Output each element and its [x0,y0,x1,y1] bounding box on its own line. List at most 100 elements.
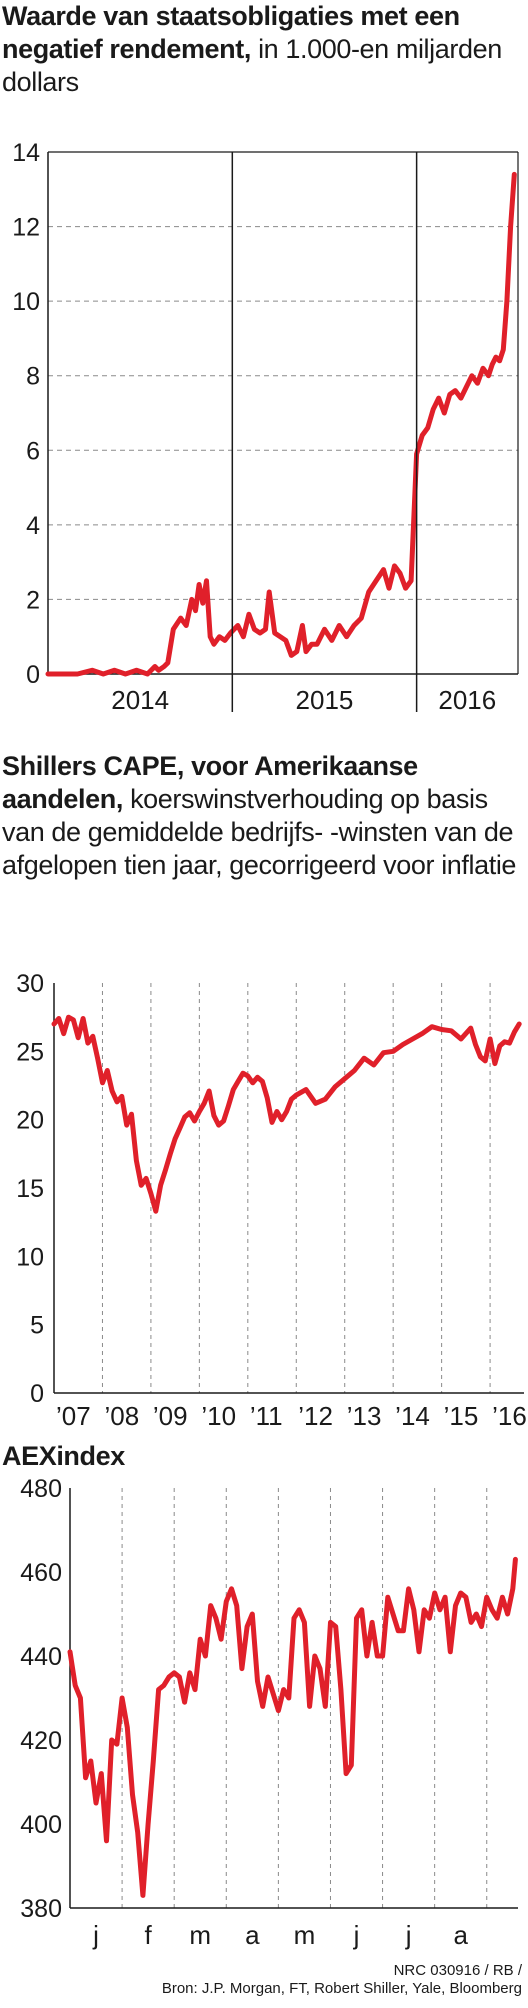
chart-2-data-point [203,1102,206,1105]
chart-1-data-point [353,624,355,627]
chart-2-data-point [154,1210,157,1213]
chart-3-title: AEXindex [2,1440,526,1473]
chart-2-data-point [77,1036,80,1039]
chart-3-data-point [84,1776,87,1779]
chart-2-data-point [116,1101,118,1103]
chart-3-data-point [334,1625,337,1628]
chart-3-data-point [256,1680,259,1683]
chart-2-data-point [150,1192,152,1195]
chart-3-data-point [371,1621,374,1624]
chart-2-x-tick-label: ’08 [104,1401,139,1431]
chart-3-data-point [501,1596,504,1599]
chart-1-title-bold: Waarde van staatsobligaties met een nega… [2,1,460,64]
chart-1-data-point [399,572,401,575]
chart-2-y-tick-label: 20 [16,1107,44,1135]
chart-1-data-point [218,635,221,638]
chart-2-data-point [72,1019,75,1021]
chart-1-data-point [305,650,307,653]
chart-1-data-point [491,363,494,366]
chart-3-data-point [136,1831,139,1834]
chart-3-y-tick-label: 400 [20,1811,62,1839]
chart-1-data-point [102,673,105,675]
chart-3-data-point [272,1692,275,1695]
chart-3-data-point [152,1760,155,1762]
chart-2-data-point [343,1077,346,1080]
chart-3-data-point [261,1705,264,1708]
chart-2-data-point [96,1057,99,1060]
chart-1-y-tick-label: 0 [26,661,40,689]
chart-2-y-tick-label: 5 [30,1312,44,1340]
chart-2-data-point [193,1120,196,1122]
chart-2-data-point [295,1094,298,1096]
chart-2-data-point [159,1184,162,1187]
chart-3-data-point [423,1608,426,1611]
chart-3-data-point [267,1676,269,1678]
chart-2-data-point [503,1040,506,1043]
chart-3-data-point [293,1617,295,1620]
chart-3-x-tick-label: m [189,1920,211,1950]
chart-2-data-point [101,1081,104,1084]
chart-3-title-bold: AEXindex [2,1441,125,1471]
chart-1-data-point [465,386,468,388]
chart-1-data-point [157,669,160,672]
chart-3-data-point [298,1608,301,1611]
chart-2-x-tick-label: ’07 [56,1401,91,1431]
chart-3-data-point [235,1604,238,1607]
chart-3-data-point [69,1650,71,1653]
chart-1-data-point [190,598,193,601]
chart-2-x-tick-label: ’10 [201,1401,236,1431]
chart-2-data-point [280,1118,283,1121]
chart-2-data-point [256,1076,259,1079]
chart-1-data-point [76,673,79,675]
chart-3-data-point [162,1684,165,1687]
chart-2-data-point [251,1081,254,1084]
chart-1-data-point [494,356,497,358]
chart-2-data-point [469,1027,472,1029]
chart-3-data-point [355,1617,358,1620]
chart-1-data-point [154,665,156,668]
chart-3-data-point [386,1596,389,1599]
chart-1-data-point [284,639,287,642]
chart-3-data-point [168,1676,170,1678]
chart-2-data-point [140,1184,143,1187]
chart-2-data-point [57,1017,60,1020]
chart-1-data-point [476,382,479,385]
chart-3-data-point [188,1671,191,1674]
chart-3-data-point [329,1621,332,1624]
chart-3-x-tick-label: j [92,1920,99,1950]
chart-3-data-point [366,1655,368,1657]
chart-1-data-point [310,643,313,646]
chart-2-data-point [246,1075,249,1077]
chart-3-data-point [178,1676,181,1678]
chart-3-data-point [225,1600,228,1603]
chart-1-data-point [448,393,451,396]
chart-2-x-tick-label: ’11 [250,1401,283,1431]
chart-2-x-tick-label: ’14 [395,1401,430,1431]
chart-2-data-point [227,1105,230,1107]
chart-2-data-point [494,1062,496,1065]
chart-2-data-point [285,1110,288,1113]
chart-3-data-point [100,1772,103,1775]
chart-3-data-point [381,1655,384,1657]
chart-2-data-point [217,1124,220,1127]
chart-2-data-point [179,1126,181,1129]
chart-2-data-point [314,1102,317,1105]
chart-3-data-point [194,1688,196,1691]
chart-3-data-point [438,1608,441,1611]
chart-3-y-tick-label: 380 [20,1895,62,1923]
chart-2-y-tick-label: 10 [16,1243,44,1271]
chart-3-data-point [465,1596,467,1599]
chart-3-data-point [496,1617,499,1620]
chart-3-data-point [287,1697,290,1699]
chart-2-x-tick-label: ’13 [347,1401,382,1431]
chart-3-data-point [454,1604,457,1607]
chart-2-data-point [111,1090,114,1092]
chart-3-series-line [67,1556,518,1898]
chart-2-data-point [53,1023,55,1025]
chart-1-data-point [360,617,363,619]
chart-2-data-point [87,1042,89,1045]
chart-3-data-point [449,1650,452,1653]
chart-1-data-point [273,632,276,634]
chart-2-data-point [275,1110,278,1113]
chart-1-data-point [513,173,516,176]
